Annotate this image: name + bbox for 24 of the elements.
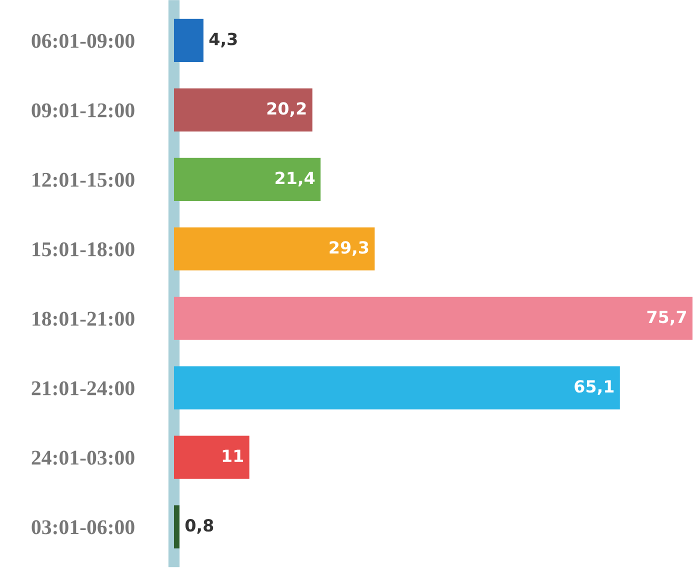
data-label: 75,7 — [647, 310, 686, 326]
y-tick-label: 21:01-24:00 — [32, 381, 134, 396]
data-label: 4,3 — [209, 32, 237, 48]
data-label: 65,1 — [574, 380, 614, 395]
y-tick-label: 06:01-09:00 — [32, 34, 134, 48]
y-tick-label: 12:01-15:00 — [32, 172, 134, 187]
y-tick-label: 24:01-03:00 — [32, 450, 134, 465]
data-label: 20,2 — [267, 102, 306, 117]
bar — [174, 366, 620, 410]
bar — [174, 505, 180, 548]
data-label: 21,4 — [276, 172, 315, 186]
data-label: 0,8 — [185, 519, 214, 534]
y-tick-label: 03:01-06:00 — [32, 520, 134, 534]
y-tick-label: 15:01-18:00 — [32, 242, 134, 256]
bar — [174, 296, 693, 340]
bar — [174, 88, 312, 132]
data-label: 29,3 — [330, 241, 368, 256]
bar — [174, 158, 321, 201]
bar — [174, 227, 375, 270]
bar — [174, 18, 204, 62]
y-tick-label: 18:01-21:00 — [32, 312, 134, 326]
data-label: 11 — [222, 450, 244, 462]
bar — [174, 436, 250, 479]
y-tick-label: 09:01-12:00 — [32, 103, 134, 118]
